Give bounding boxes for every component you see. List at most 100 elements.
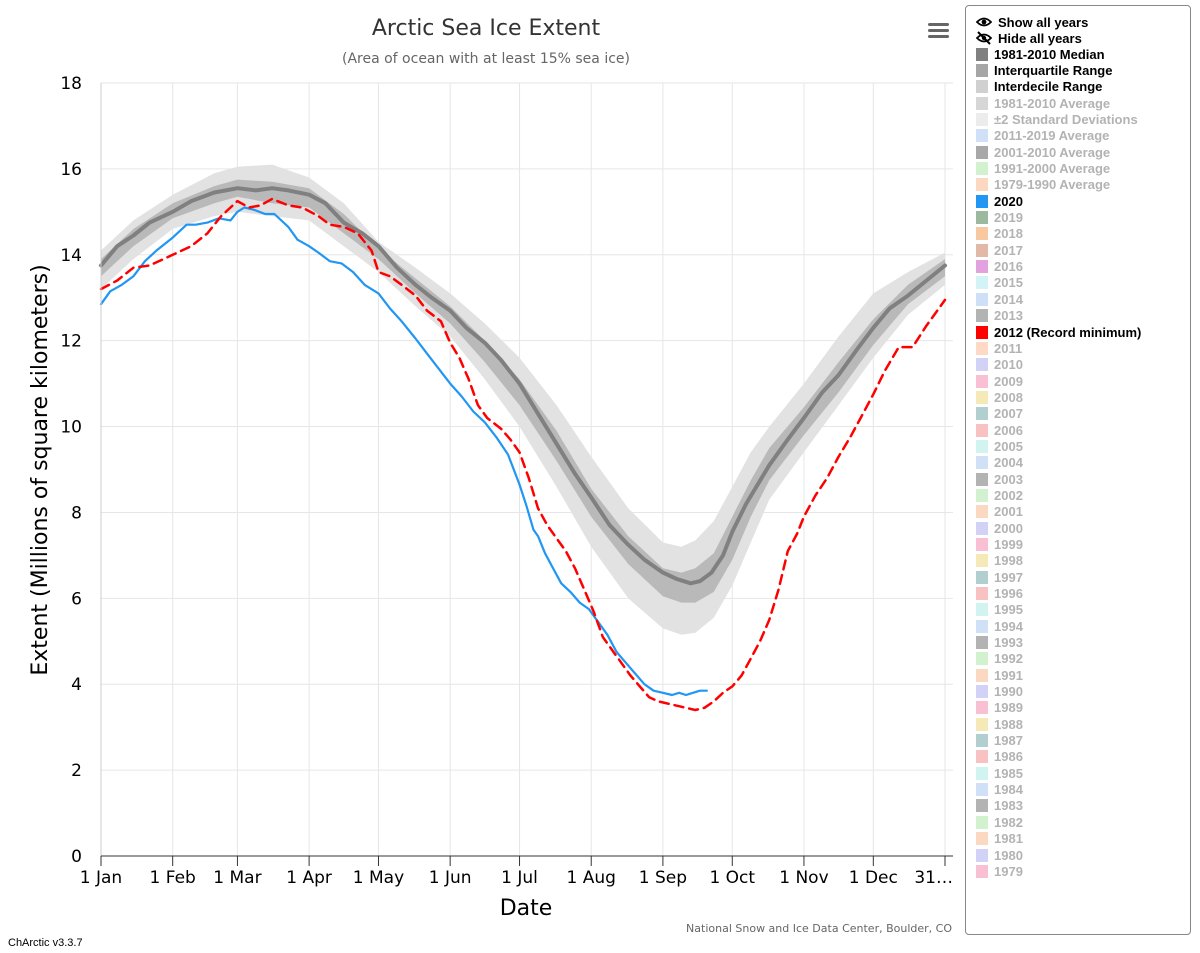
legend-item[interactable]: 1983 [976,798,1180,814]
legend-item[interactable]: 1981-2010 Average [976,95,1180,111]
legend-item-label: Interdecile Range [994,79,1103,95]
legend-swatch [976,439,988,453]
eye-slash-icon [976,31,992,45]
legend-item[interactable]: 1981-2010 Median [976,46,1180,62]
legend-item-label: 1987 [994,733,1023,749]
chart-credit[interactable]: National Snow and Ice Data Center, Bould… [686,922,952,935]
legend-item-label: 1995 [994,602,1023,618]
sea-ice-chart: Arctic Sea Ice Extent (Area of ocean wit… [28,16,953,935]
legend-item-label: 1988 [994,716,1023,732]
legend-item[interactable]: 1994 [976,618,1180,634]
x-tick-label: 1 Nov [779,868,828,888]
legend-swatch [976,113,988,127]
legend-item-label: 1984 [994,782,1023,798]
legend-item[interactable]: 1979-1990 Average [976,177,1180,193]
legend-item[interactable]: Interdecile Range [976,79,1180,95]
legend-item[interactable]: 1999 [976,536,1180,552]
legend-item[interactable]: 1985 [976,765,1180,781]
legend-item[interactable]: 1996 [976,585,1180,601]
legend-item-label: 2011 [994,340,1023,356]
hide-all-years-button[interactable]: Hide all years [976,30,1180,46]
legend-swatch [976,603,988,617]
legend-item[interactable]: 1995 [976,602,1180,618]
x-axis-title: Date [500,896,553,921]
legend-item[interactable]: 1991 [976,667,1180,683]
legend-item[interactable]: 2015 [976,275,1180,291]
legend-item[interactable]: 1987 [976,732,1180,748]
legend-item[interactable]: 2011 [976,340,1180,356]
legend-item[interactable]: 2008 [976,389,1180,405]
legend-swatch [976,750,988,764]
legend-item[interactable]: 1998 [976,553,1180,569]
legend-item[interactable]: 2018 [976,226,1180,242]
legend-item[interactable]: 1979 [976,863,1180,879]
legend-item-label: 2003 [994,471,1023,487]
legend-item[interactable]: 2004 [976,455,1180,471]
legend-item[interactable]: 1992 [976,651,1180,667]
legend-item[interactable]: 1991-2000 Average [976,160,1180,176]
legend-item-label: ±2 Standard Deviations [994,112,1138,128]
legend-item[interactable]: ±2 Standard Deviations [976,111,1180,127]
legend-item[interactable]: 2020 [976,193,1180,209]
legend-item[interactable]: 1984 [976,781,1180,797]
legend-item[interactable]: 2012 (Record minimum) [976,324,1180,340]
legend-swatch [976,227,988,241]
legend-swatch [976,717,988,731]
legend-swatch [976,570,988,584]
show-all-years-button[interactable]: Show all years [976,14,1180,30]
legend-item-label: 2013 [994,308,1023,324]
legend-item[interactable]: 2011-2019 Average [976,128,1180,144]
legend-swatch [976,701,988,715]
version-label: ChArctic v3.3.7 [8,937,83,949]
legend-item[interactable]: 2016 [976,258,1180,274]
legend-swatch [976,668,988,682]
legend-item[interactable]: 1997 [976,569,1180,585]
legend-item[interactable]: 1988 [976,716,1180,732]
x-tick-label: 1 Apr [286,868,332,888]
legend-item[interactable]: 2013 [976,308,1180,324]
legend-item[interactable]: 1981 [976,831,1180,847]
legend-item[interactable]: 2005 [976,438,1180,454]
legend-item[interactable]: 1993 [976,634,1180,650]
legend-swatch [976,554,988,568]
legend-item[interactable]: 2017 [976,242,1180,258]
legend-item[interactable]: 2019 [976,209,1180,225]
axes: 0 2 4 6 8 10 12 14 16 18 1 Jan 1 Feb 1 Mar 1 Apr 1 May… [60,74,953,888]
legend-item-label: 1989 [994,700,1023,716]
legend-item-label: 1980 [994,847,1023,863]
legend-item[interactable]: 2006 [976,422,1180,438]
legend-item-label: 1998 [994,553,1023,569]
legend-item-label: 1983 [994,798,1023,814]
legend-item[interactable]: 1980 [976,847,1180,863]
legend-swatch [976,799,988,813]
legend-item[interactable]: 2002 [976,487,1180,503]
legend-swatch [976,194,988,208]
legend-item-label: 2001-2010 Average [994,144,1111,160]
legend-item[interactable]: 2003 [976,471,1180,487]
legend-item[interactable]: 1982 [976,814,1180,830]
legend-item[interactable]: 2001-2010 Average [976,144,1180,160]
legend-item[interactable]: 2000 [976,520,1180,536]
legend-item[interactable]: 1989 [976,700,1180,716]
legend-swatch [976,537,988,551]
legend-item-label: 1985 [994,765,1023,781]
legend-item[interactable]: 2007 [976,406,1180,422]
y-tick-label: 12 [60,332,82,352]
legend-item[interactable]: 1990 [976,683,1180,699]
y-axis-title: Extent (Millions of square kilometers) [28,264,53,675]
legend-item[interactable]: 1986 [976,749,1180,765]
legend-item[interactable]: Interquartile Range [976,62,1180,78]
legend-item-label: 2018 [994,226,1023,242]
y-tick-label: 16 [60,160,82,180]
legend-item-label: 2017 [994,242,1023,258]
legend-item[interactable]: 2001 [976,504,1180,520]
x-tick-label: 31… [914,868,953,888]
legend-item[interactable]: 2014 [976,291,1180,307]
legend-swatch [976,488,988,502]
legend-item[interactable]: 2010 [976,357,1180,373]
hamburger-menu-icon[interactable] [924,20,954,46]
legend-item[interactable]: 2009 [976,373,1180,389]
legend-item-label: 2007 [994,406,1023,422]
legend-swatch [976,341,988,355]
legend-item-label: 1981-2010 Average [994,95,1111,111]
